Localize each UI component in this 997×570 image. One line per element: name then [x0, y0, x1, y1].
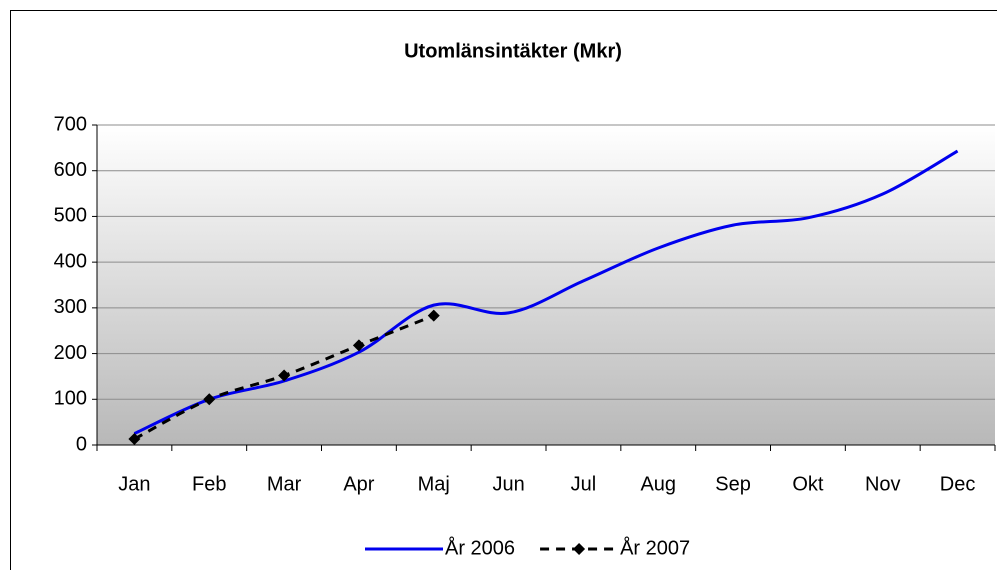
legend-marker [573, 543, 586, 555]
marker [427, 309, 440, 322]
y-tick-label: 400 [54, 250, 87, 272]
y-tick-label: 600 [54, 159, 87, 181]
x-tick-label: Feb [192, 473, 226, 495]
x-tick-label: Maj [418, 473, 450, 495]
series-line [133, 149, 959, 435]
plot-area [97, 125, 995, 445]
y-tick-label: 100 [54, 388, 87, 410]
y-tick-label: 300 [54, 296, 87, 318]
marker [203, 393, 216, 406]
y-tick-label: 700 [54, 113, 87, 135]
x-tick-label: Sep [715, 473, 751, 495]
legend-label: År 2007 [620, 536, 690, 559]
x-tick-label: Nov [865, 473, 901, 495]
x-tick-label: Jan [118, 473, 150, 495]
x-tick-label: Aug [640, 473, 676, 495]
x-tick-label: Jul [571, 473, 597, 495]
chart-title: Utomlänsintäkter (Mkr) [404, 40, 622, 62]
x-tick-label: Jun [492, 473, 524, 495]
marker [352, 339, 365, 352]
legend-label: År 2006 [445, 536, 515, 559]
y-tick-label: 200 [54, 342, 87, 364]
x-tick-label: Apr [343, 473, 374, 495]
x-tick-label: Mar [267, 473, 302, 495]
chart-frame [10, 10, 997, 570]
y-tick-label: 500 [54, 205, 87, 227]
marker [128, 433, 141, 446]
marker [278, 369, 291, 382]
y-tick-label: 0 [76, 433, 87, 455]
x-tick-label: Dec [940, 473, 976, 495]
x-tick-label: Okt [792, 473, 824, 495]
